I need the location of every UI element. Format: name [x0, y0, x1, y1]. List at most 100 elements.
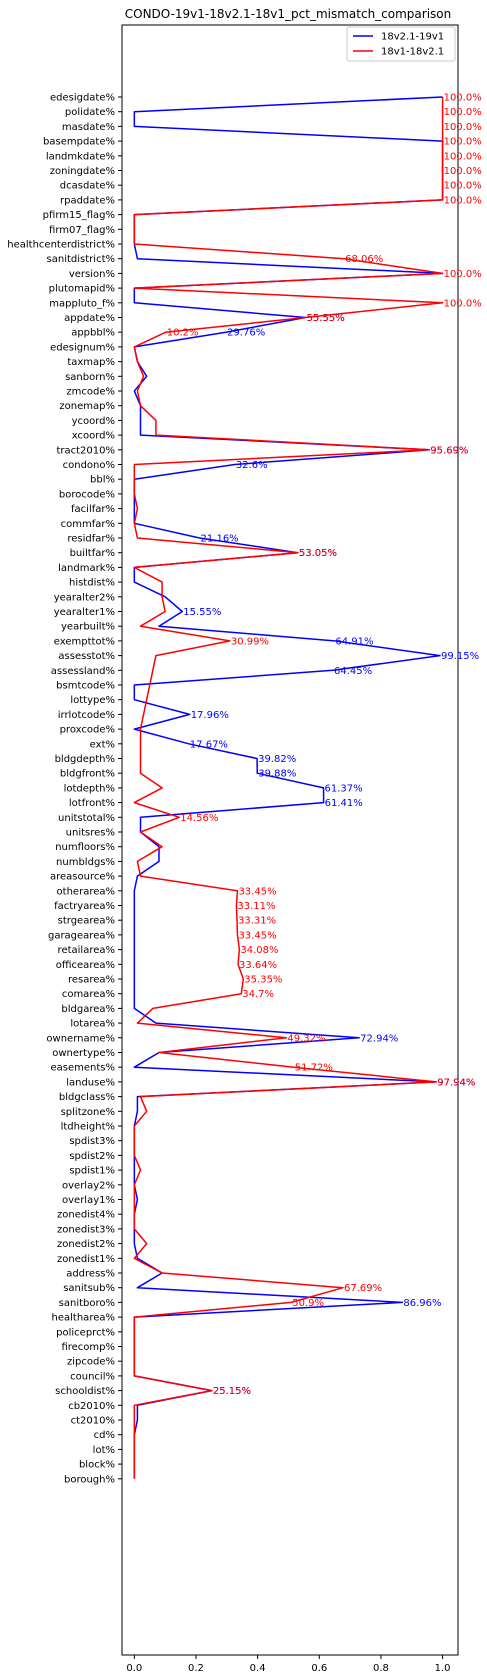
data-label: 39.88% [258, 769, 296, 780]
x-tick-label: 0.6 [311, 1663, 327, 1674]
legend-label-series-2: 18v1-18v2.1 [381, 47, 444, 58]
data-label: 51.72% [295, 1063, 333, 1074]
y-tick-label: spdist2% [69, 1151, 115, 1162]
y-tick-label: facilfar% [71, 504, 115, 515]
data-label: 55.55% [307, 313, 345, 324]
legend-box [346, 26, 456, 62]
data-label: 100.0% [444, 166, 482, 177]
data-label: 29.76% [227, 328, 265, 339]
y-tick-label: bbl% [90, 475, 115, 486]
y-tick-label: taxmap% [67, 357, 115, 368]
y-tick-label: landmark% [58, 563, 115, 574]
data-label: 100.0% [444, 269, 482, 280]
data-label: 35.35% [244, 975, 282, 986]
data-label: 33.45% [238, 930, 276, 941]
chart-title: CONDO-19v1-18v2.1-18v1_pct_mismatch_comp… [125, 7, 452, 21]
y-tick-label: mappluto_f% [49, 298, 115, 309]
data-label: 34.7% [242, 989, 274, 1000]
data-label: 50.9% [292, 1298, 324, 1309]
data-label: 95.69% [430, 445, 468, 456]
y-tick-label: splitzone% [61, 1107, 115, 1118]
y-tick-label: yearbuilt% [61, 622, 115, 633]
y-tick-label: appdate% [64, 313, 115, 324]
y-tick-label: dcasdate% [60, 181, 115, 192]
data-label: 53.05% [299, 548, 337, 559]
y-tick-label: ext% [90, 739, 115, 750]
y-tick-label: polidate% [65, 107, 115, 118]
data-label: 67.69% [344, 1283, 382, 1294]
y-tick-label: lottype% [70, 695, 115, 706]
data-label: 33.11% [237, 901, 275, 912]
data-label: 100.0% [444, 122, 482, 133]
data-label: 100.0% [444, 93, 482, 104]
y-tick-label: unitstotal% [58, 813, 115, 824]
y-tick-label: ltdheight% [61, 1122, 115, 1133]
data-label: 64.91% [335, 636, 373, 647]
data-label: 30.99% [231, 636, 269, 647]
y-tick-label: policeprct% [56, 1327, 115, 1338]
y-tick-label: plutomapid% [49, 284, 115, 295]
y-tick-label: sanitsub% [63, 1283, 115, 1294]
y-tick-label: numbldgs% [56, 857, 115, 868]
y-tick-label: zonedist4% [57, 1210, 115, 1221]
y-tick-label: yearalter2% [54, 592, 115, 603]
data-label: 61.41% [325, 798, 363, 809]
y-tick-label: rpaddate% [60, 195, 115, 206]
data-label: 86.96% [403, 1298, 441, 1309]
x-tick-label: 0.4 [250, 1663, 266, 1674]
y-tick-label: ct2010% [71, 1416, 115, 1427]
y-tick-label: zonedist2% [57, 1239, 115, 1250]
data-label: 100.0% [444, 298, 482, 309]
data-label: 64.45% [334, 666, 372, 677]
data-label: 33.45% [238, 886, 276, 897]
y-tick-label: tract2010% [56, 445, 115, 456]
data-label: 15.55% [183, 607, 221, 618]
y-tick-label: lot% [93, 1445, 115, 1456]
data-label: 72.94% [360, 1033, 398, 1044]
y-tick-label: garagearea% [48, 930, 115, 941]
y-tick-label: zoningdate% [50, 166, 115, 177]
x-tick-label: 1.0 [435, 1663, 451, 1674]
legend: 18v2.1-19v1 18v1-18v2.1 [346, 26, 456, 62]
data-label: 33.64% [239, 960, 277, 971]
data-label: 10.2% [167, 328, 199, 339]
y-tick-label: officearea% [56, 960, 115, 971]
y-tick-label: easements% [50, 1063, 115, 1074]
y-tick-label: otherarea% [57, 886, 115, 897]
y-tick-label: pfirm15_flag% [43, 210, 115, 221]
data-label: 53.05% [299, 548, 337, 559]
legend-label-series-1: 18v2.1-19v1 [381, 32, 444, 43]
y-tick-label: builtfar% [70, 548, 115, 559]
y-tick-label: basempdate% [43, 137, 115, 148]
y-tick-label: ownername% [46, 1033, 115, 1044]
y-tick-label: block% [79, 1460, 115, 1471]
y-tick-label: zmcode% [66, 387, 115, 398]
y-tick-label: borough% [64, 1474, 115, 1485]
x-axis: 0.0 0.2 0.4 0.6 0.8 1.0 [126, 1655, 451, 1674]
y-tick-label: ycoord% [72, 416, 115, 427]
y-tick-label: overlay2% [62, 1180, 115, 1191]
data-label: 55.55% [307, 313, 345, 324]
x-tick-label: 0.2 [188, 1663, 204, 1674]
y-tick-label: assessland% [51, 666, 115, 677]
data-label: 95.69% [430, 445, 468, 456]
data-labels: 55.55% 29.76% 95.69% 32.6% 21.16% 53.05% 15.55… [167, 93, 482, 1398]
y-tick-label: edesignum% [50, 342, 115, 353]
y-tick-label: sanitdistrict% [47, 254, 115, 265]
data-label: 61.37% [325, 783, 363, 794]
data-label: 100.0% [444, 137, 482, 148]
y-tick-label: strgearea% [58, 916, 115, 927]
y-tick-label: histdist% [69, 578, 115, 589]
y-tick-label: proxcode% [60, 725, 115, 736]
y-tick-label: firecomp% [61, 1342, 115, 1353]
y-tick-label: zonedist1% [57, 1254, 115, 1265]
data-label: 17.67% [190, 739, 228, 750]
data-label: 97.94% [437, 1077, 475, 1088]
y-tick-label: lotfront% [69, 798, 115, 809]
data-label: 21.16% [201, 534, 239, 545]
y-tick-label: masdate% [62, 122, 115, 133]
plot-frame [121, 24, 459, 1656]
series-line-1 [133, 96, 444, 1479]
y-tick-label: firm07_flag% [49, 225, 115, 236]
